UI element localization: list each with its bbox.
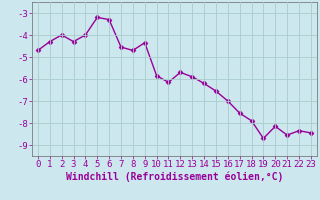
X-axis label: Windchill (Refroidissement éolien,°C): Windchill (Refroidissement éolien,°C) xyxy=(66,172,283,182)
